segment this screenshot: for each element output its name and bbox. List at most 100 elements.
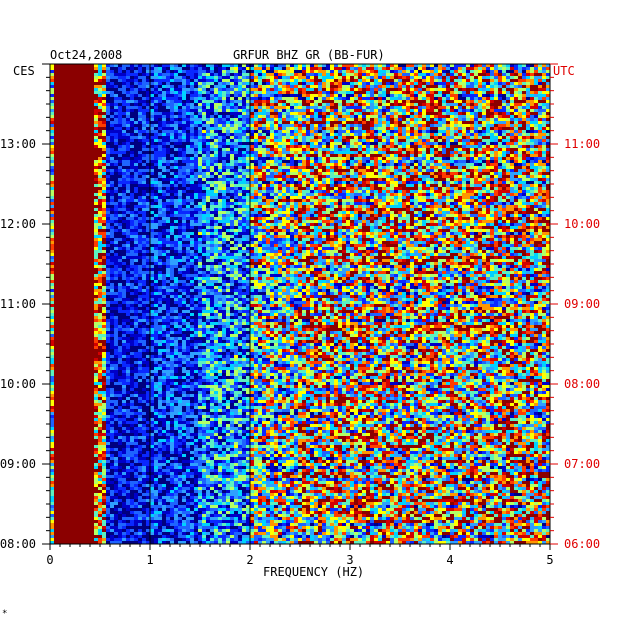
spectrogram-cell — [138, 73, 142, 76]
spectrogram-cell — [126, 193, 130, 196]
spectrogram-cell — [62, 235, 66, 238]
spectrogram-cell — [118, 496, 122, 499]
spectrogram-cell — [158, 487, 162, 490]
spectrogram-cell — [118, 412, 122, 415]
spectrogram-cell — [118, 397, 122, 400]
spectrogram-cell — [130, 154, 134, 157]
spectrogram-cell — [102, 79, 106, 82]
spectrogram-cell — [114, 262, 118, 265]
spectrogram-cell — [166, 520, 170, 523]
spectrogram-cell — [74, 127, 78, 130]
spectrogram-cell — [158, 337, 162, 340]
spectrogram-cell — [58, 130, 62, 133]
spectrogram-cell — [138, 532, 142, 535]
spectrogram-cell — [50, 490, 54, 493]
spectrogram-cell — [142, 109, 146, 112]
spectrogram-cell — [90, 160, 94, 163]
spectrogram-cell — [90, 430, 94, 433]
spectrogram-cell — [106, 253, 110, 256]
spectrogram-cell — [142, 223, 146, 226]
spectrogram-cell — [126, 331, 130, 334]
spectrogram-cell — [134, 289, 138, 292]
spectrogram-cell — [74, 385, 78, 388]
spectrogram-cell — [106, 424, 110, 427]
spectrogram-cell — [110, 472, 114, 475]
spectrogram-cell — [70, 445, 74, 448]
spectrogram-cell — [150, 106, 154, 109]
spectrogram-cell — [158, 178, 162, 181]
spectrogram-cell — [78, 529, 82, 532]
spectrogram-cell — [118, 127, 122, 130]
spectrogram-cell — [162, 511, 166, 514]
spectrogram-cell — [102, 511, 106, 514]
spectrogram-cell — [70, 439, 74, 442]
spectrogram-cell — [166, 148, 170, 151]
spectrogram-cell — [134, 361, 138, 364]
spectrogram-cell — [138, 277, 142, 280]
spectrogram-cell — [138, 148, 142, 151]
spectrogram-cell — [74, 103, 78, 106]
spectrogram-cell — [142, 181, 146, 184]
spectrogram-cell — [98, 268, 102, 271]
spectrogram-cell — [162, 364, 166, 367]
spectrogram-cell — [106, 463, 110, 466]
spectrogram-cell — [146, 337, 150, 340]
spectrogram-cell — [154, 139, 158, 142]
spectrogram-cell — [58, 484, 62, 487]
spectrogram-cell — [86, 325, 90, 328]
spectrogram-cell — [150, 265, 154, 268]
spectrogram-cell — [134, 127, 138, 130]
spectrogram-cell — [106, 244, 110, 247]
spectrogram-cell — [170, 145, 174, 148]
spectrogram-cell — [70, 229, 74, 232]
spectrogram-cell — [154, 505, 158, 508]
spectrogram-cell — [126, 367, 130, 370]
spectrogram-cell — [162, 277, 166, 280]
spectrogram-cell — [146, 340, 150, 343]
spectrogram-cell — [66, 316, 70, 319]
spectrogram-cell — [138, 79, 142, 82]
spectrogram-cell — [158, 427, 162, 430]
spectrogram-cell — [70, 520, 74, 523]
spectrogram-cell — [82, 247, 86, 250]
spectrogram-cell — [98, 427, 102, 430]
spectrogram-cell — [150, 427, 154, 430]
spectrogram-cell — [82, 256, 86, 259]
spectrogram-cell — [126, 394, 130, 397]
spectrogram-cell — [122, 253, 126, 256]
spectrogram-cell — [66, 379, 70, 382]
spectrogram-cell — [66, 460, 70, 463]
spectrogram-cell — [126, 403, 130, 406]
spectrogram-cell — [74, 265, 78, 268]
spectrogram-cell — [50, 469, 54, 472]
spectrogram-cell — [58, 391, 62, 394]
spectrogram-cell — [98, 334, 102, 337]
spectrogram-cell — [146, 499, 150, 502]
spectrogram-cell — [86, 160, 90, 163]
spectrogram-cell — [150, 400, 154, 403]
spectrogram-cell — [110, 535, 114, 538]
spectrogram-cell — [130, 238, 134, 241]
spectrogram-cell — [126, 421, 130, 424]
spectrogram-cell — [106, 505, 110, 508]
spectrogram-cell — [150, 232, 154, 235]
spectrogram-cell — [118, 292, 122, 295]
spectrogram-cell — [170, 79, 174, 82]
spectrogram-cell — [98, 181, 102, 184]
spectrogram-cell — [162, 307, 166, 310]
spectrogram-cell — [50, 253, 54, 256]
spectrogram-cell — [146, 394, 150, 397]
spectrogram-cell — [90, 226, 94, 229]
spectrogram-cell — [142, 70, 146, 73]
spectrogram-cell — [162, 361, 166, 364]
spectrogram-cell — [126, 217, 130, 220]
spectrogram-cell — [94, 94, 98, 97]
spectrogram-cell — [158, 460, 162, 463]
spectrogram-cell — [78, 64, 82, 67]
spectrogram-cell — [118, 343, 122, 346]
spectrogram-cell — [66, 112, 70, 115]
spectrogram-cell — [170, 106, 174, 109]
spectrogram-cell — [102, 163, 106, 166]
spectrogram-cell — [162, 94, 166, 97]
spectrogram-cell — [166, 97, 170, 100]
